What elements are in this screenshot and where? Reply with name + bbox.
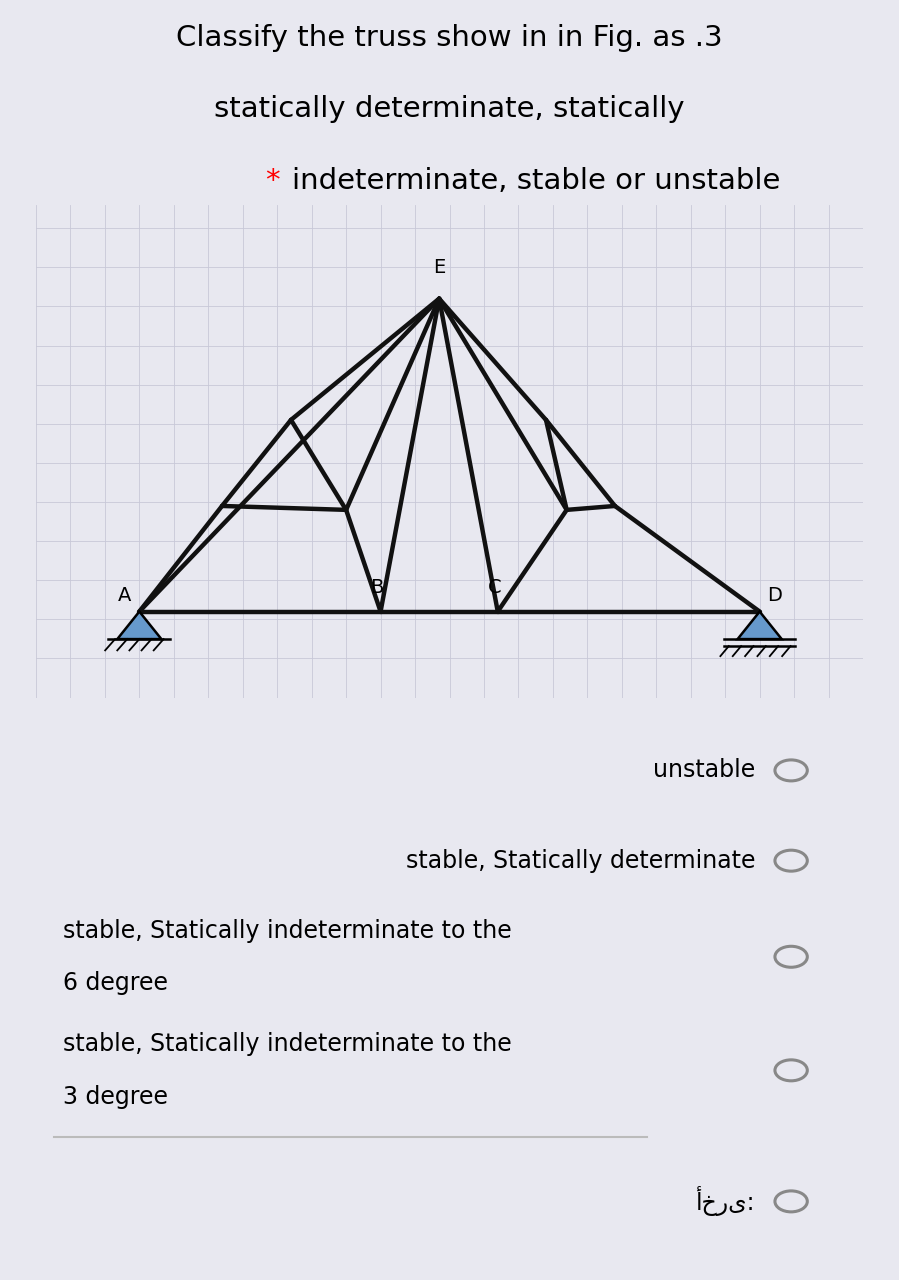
Text: stable, Statically indeterminate to the: stable, Statically indeterminate to the [63,1032,512,1056]
Text: *: * [265,166,280,195]
Text: stable, Statically determinate: stable, Statically determinate [405,849,755,873]
Text: C: C [487,579,501,598]
Text: A: A [118,586,131,605]
Text: B: B [370,579,384,598]
Text: 3 degree: 3 degree [63,1084,168,1108]
Text: 6 degree: 6 degree [63,972,168,995]
Text: أخرى:: أخرى: [696,1187,755,1216]
Polygon shape [117,612,162,639]
Text: D: D [768,586,782,605]
Text: Classify the truss show in in Fig. as .3: Classify the truss show in in Fig. as .3 [176,24,723,51]
Polygon shape [737,612,782,639]
Text: indeterminate, stable or unstable: indeterminate, stable or unstable [292,166,780,195]
Text: unstable: unstable [653,758,755,782]
Text: statically determinate, statically: statically determinate, statically [214,95,685,123]
Text: stable, Statically indeterminate to the: stable, Statically indeterminate to the [63,919,512,942]
Text: E: E [433,257,445,276]
